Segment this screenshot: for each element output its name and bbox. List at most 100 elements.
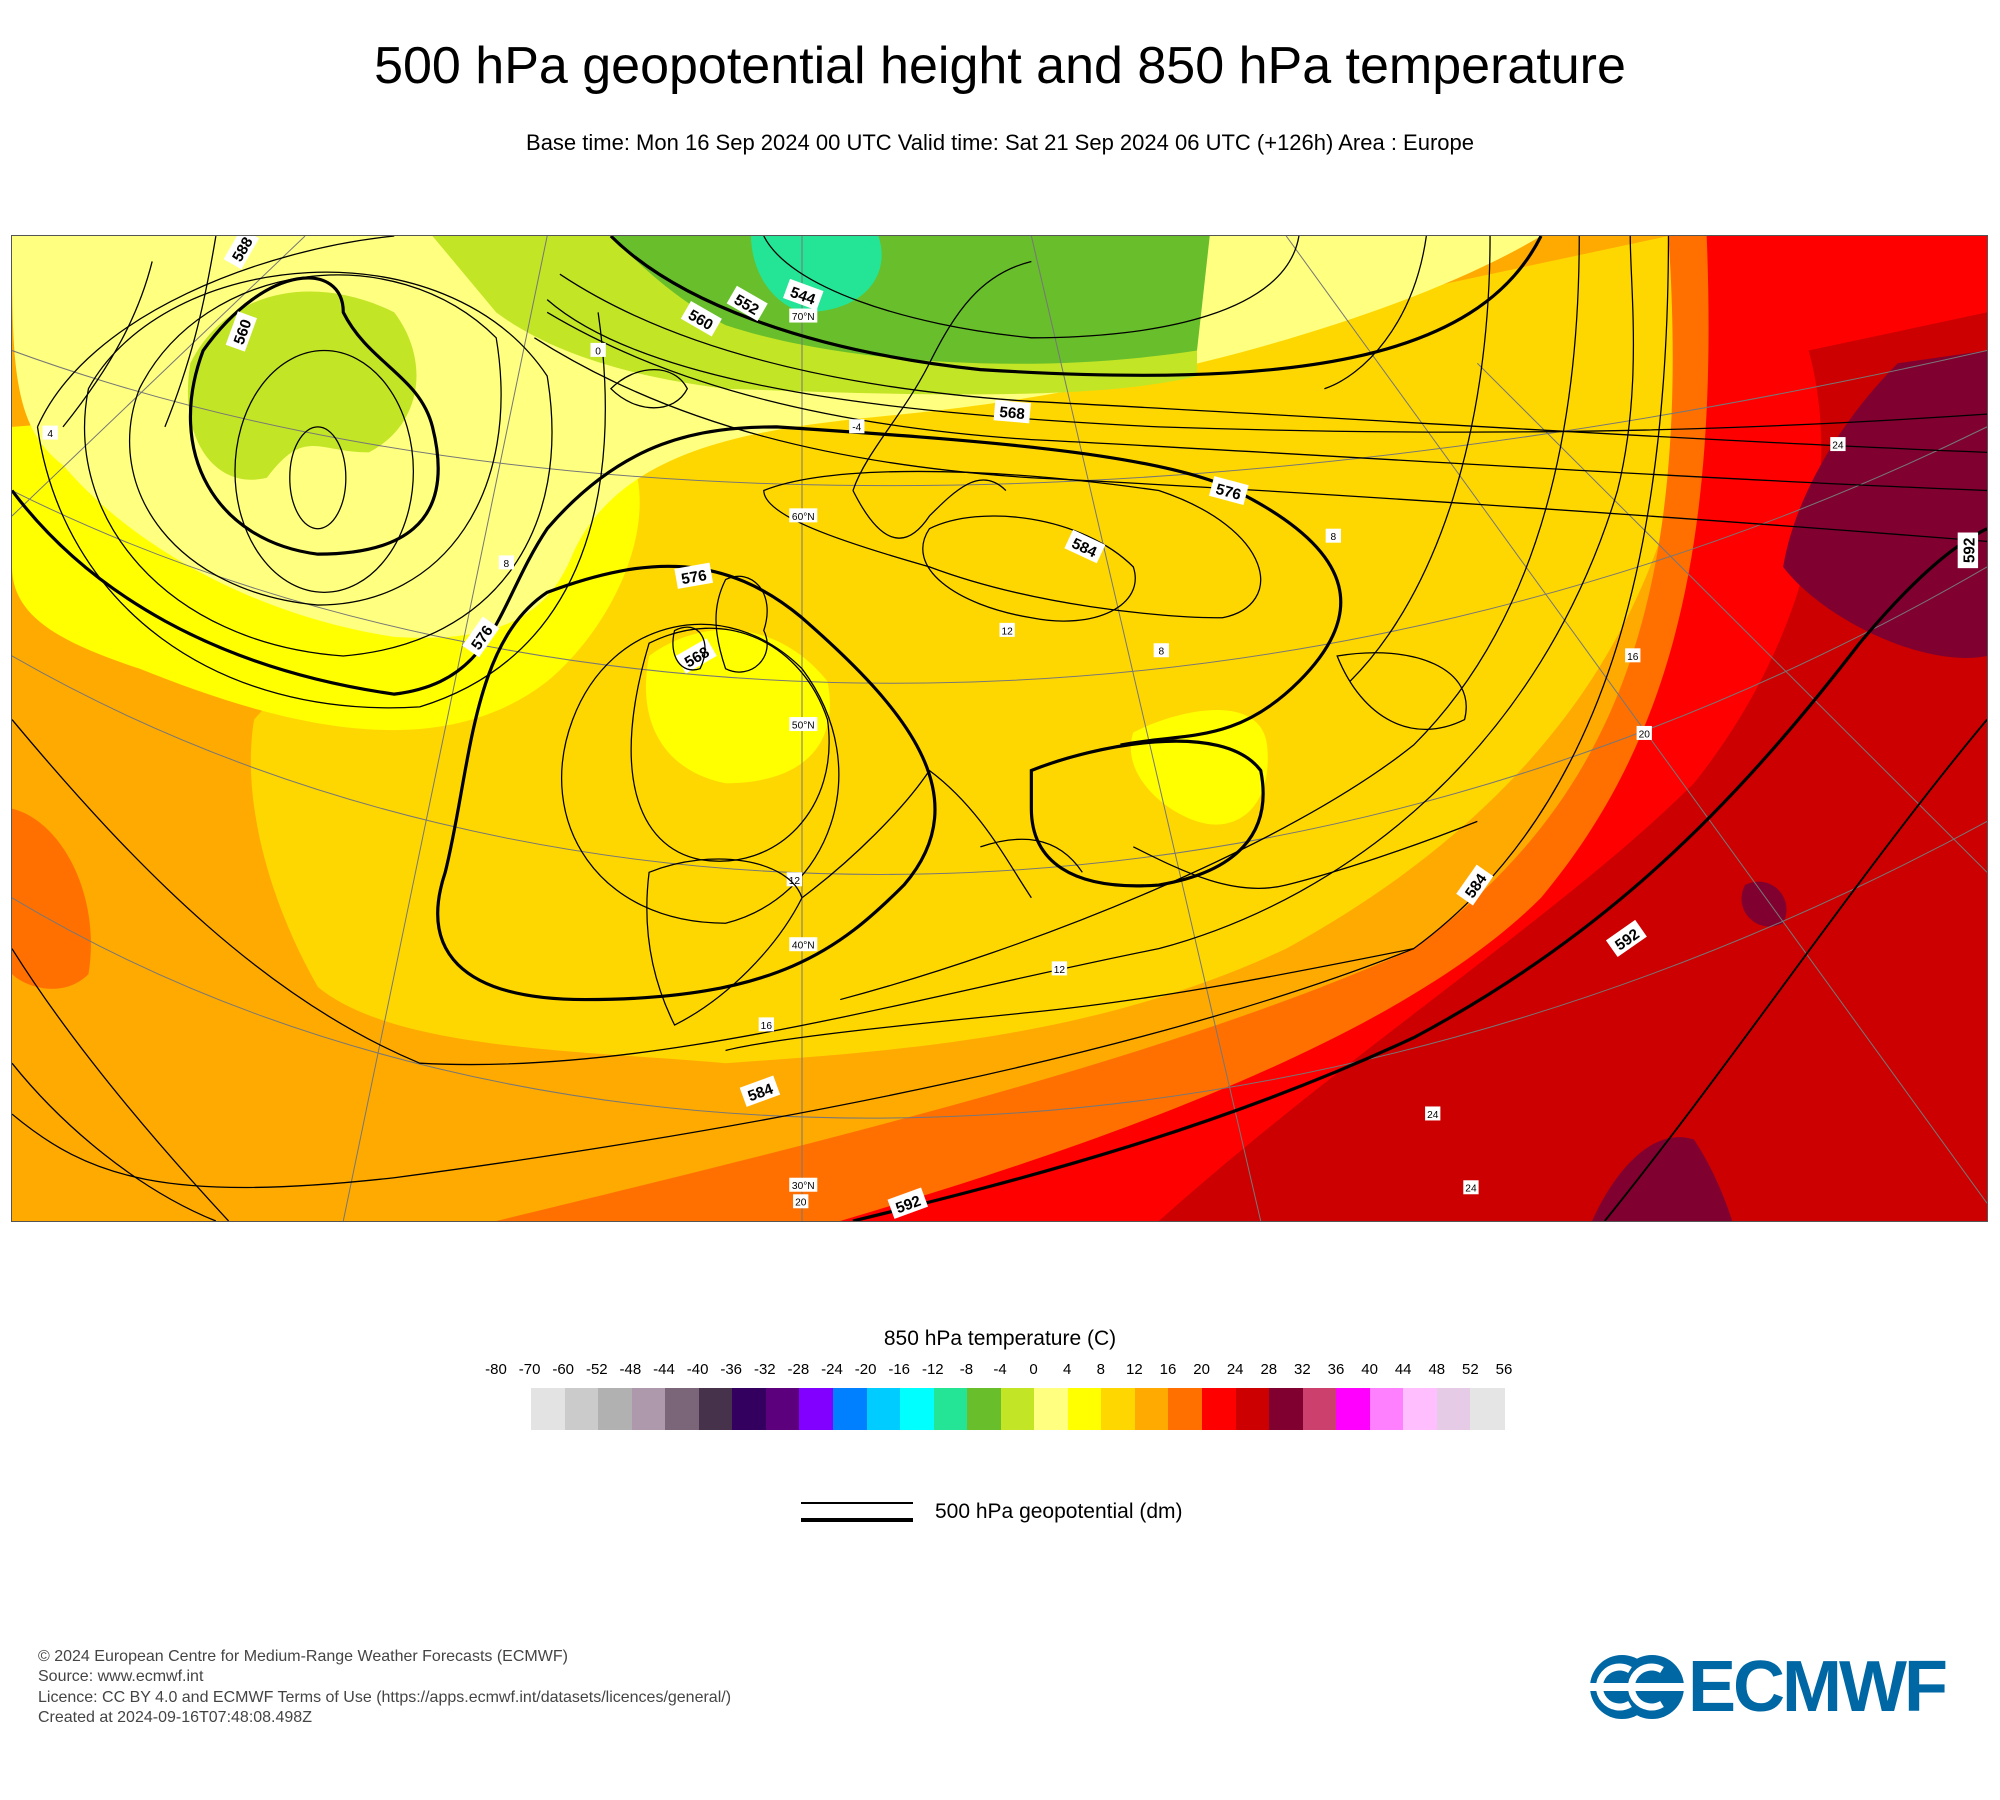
legend-tick-label: -24 [821, 1361, 843, 1378]
legend-tick-label: -60 [552, 1361, 575, 1378]
legend-swatch [1269, 1388, 1304, 1430]
legend-tick-label: 48 [1428, 1361, 1446, 1378]
temp-label: 12 [1001, 626, 1013, 637]
temp-label: 12 [789, 876, 801, 887]
coastlines [62, 236, 1478, 1052]
legend-swatch [1336, 1388, 1371, 1430]
legend-tick-label: 24 [1226, 1361, 1244, 1378]
legend-tick-label: 52 [1462, 1361, 1479, 1378]
legend-tick-label: -8 [959, 1361, 974, 1378]
legend-swatch [631, 1388, 666, 1430]
temp-fill-16-20-west [12, 808, 91, 989]
temp-label: 16 [761, 1021, 773, 1032]
legend-tick-label: 20 [1193, 1361, 1210, 1378]
temp-fill-m12-m8 [751, 236, 882, 313]
legend-swatch [698, 1388, 733, 1430]
graticule [12, 236, 1987, 1221]
chart-title: 500 hPa geopotential height and 850 hPa … [374, 37, 1626, 95]
temperature-labels: 0 8 12 12 16 20 24 24 8 8 12 16 20 24 4 … [42, 342, 1846, 1209]
graticule-labels: 30°N 40°N 50°N 60°N 70°N [789, 308, 818, 1192]
legend-tick-label: 36 [1327, 1361, 1345, 1378]
legend-swatch [1436, 1388, 1472, 1430]
legend-swatch [1168, 1388, 1203, 1430]
latitude-label: 60°N [792, 512, 815, 523]
footer-copyright: © 2024 European Centre for Medium-Range … [38, 1648, 568, 1665]
legend-line-label: 500 hPa geopotential (dm) [935, 1500, 1183, 1523]
legend-swatch [866, 1388, 901, 1430]
latitude-label: 70°N [792, 312, 815, 323]
legend-title: 850 hPa temperature (C) [883, 1327, 1117, 1350]
legend-tick-label: 12 [1126, 1361, 1143, 1378]
legend-tick-label: 0 [1029, 1361, 1038, 1378]
legend-swatch [598, 1388, 633, 1430]
legend-tick-label: -40 [686, 1361, 709, 1378]
legend-swatch [1034, 1388, 1069, 1430]
legend-tick-label: -48 [619, 1361, 642, 1378]
footer-licence: Licence: CC BY 4.0 and ECMWF Terms of Us… [38, 1689, 732, 1706]
ecmwf-logo-text: ECMWF [1688, 1647, 1948, 1727]
temp-label: 16 [1627, 652, 1639, 663]
temp-label: 0 [595, 346, 601, 357]
temp-fill-28-32-c [1592, 1137, 1733, 1221]
legend-swatch [900, 1388, 935, 1430]
legend-swatch [665, 1388, 700, 1430]
legend-tick-label: -4 [993, 1361, 1007, 1378]
temp-label: 8 [1331, 532, 1337, 543]
legend-tick-label: -32 [753, 1361, 776, 1378]
legend-swatch [1202, 1388, 1237, 1430]
latitude-label: 30°N [792, 1181, 815, 1192]
legend-tick-label: -36 [720, 1361, 743, 1378]
legend-tick-label: 4 [1063, 1361, 1072, 1378]
geopotential-contours [12, 236, 1987, 1221]
legend-swatch [1369, 1388, 1404, 1430]
temp-label: -4 [852, 423, 861, 434]
ecmwf-logo-mark-icon [1590, 1655, 1685, 1719]
legend-tick-label: -70 [518, 1361, 541, 1378]
legend-swatch [933, 1388, 968, 1430]
temp-label: 8 [1158, 647, 1164, 658]
legend-thick-line [801, 1518, 913, 1522]
ecmwf-logo: ECMWF [1590, 1648, 1970, 1726]
legend-swatch [531, 1388, 566, 1430]
temp-fill-24-28 [1158, 312, 1987, 1221]
legend-tick-label: 56 [1495, 1361, 1513, 1378]
legend-swatch [1403, 1388, 1438, 1430]
legend-swatch [1470, 1388, 1505, 1430]
contour-label: 592 [1961, 538, 1978, 563]
footer-source: Source: www.ecmwf.int [38, 1668, 204, 1685]
legend-tick-label: 32 [1294, 1361, 1311, 1378]
legend-swatch [732, 1388, 767, 1430]
legend-swatch [1235, 1388, 1270, 1430]
legend-swatch [1000, 1388, 1035, 1430]
temp-label: 24 [1427, 1110, 1439, 1121]
temp-fill-28-32-a [1783, 350, 1987, 658]
legend-swatch [765, 1388, 800, 1430]
latitude-label: 40°N [792, 941, 815, 952]
temp-label: 4 [47, 429, 53, 440]
temp-label: 8 [504, 559, 510, 570]
legend-tick-label: -80 [485, 1361, 507, 1378]
legend-tick-label: -12 [921, 1361, 944, 1378]
legend-tick-label: 28 [1260, 1361, 1278, 1378]
legend-tick-label: -28 [787, 1361, 810, 1378]
contour-label: 576 [1214, 481, 1243, 504]
legend-tick-label: -16 [888, 1361, 911, 1378]
legend-swatch [1134, 1388, 1170, 1430]
legend-thin-line [801, 1502, 913, 1504]
temp-label: 12 [1054, 965, 1066, 976]
legend-tick-label: -52 [585, 1361, 608, 1378]
legend-swatch [1101, 1388, 1136, 1430]
temp-label: 24 [1832, 441, 1844, 452]
legend-tick-label: 40 [1361, 1361, 1378, 1378]
weather-map: 588 560 552 544 560 568 576 576 576 584 … [11, 235, 1988, 1222]
legend-tick-label: -20 [854, 1361, 877, 1378]
latitude-label: 50°N [792, 721, 815, 732]
chart-subtitle: Base time: Mon 16 Sep 2024 00 UTC Valid … [526, 130, 1474, 155]
legend-swatch [967, 1388, 1002, 1430]
legend-tick-label: -44 [653, 1361, 675, 1378]
temp-fill-28-32-b [1741, 881, 1787, 927]
temp-label: 24 [1465, 1184, 1477, 1195]
legend-swatch [564, 1388, 599, 1430]
legend-tick-label: 44 [1394, 1361, 1412, 1378]
legend-swatch [799, 1388, 834, 1430]
